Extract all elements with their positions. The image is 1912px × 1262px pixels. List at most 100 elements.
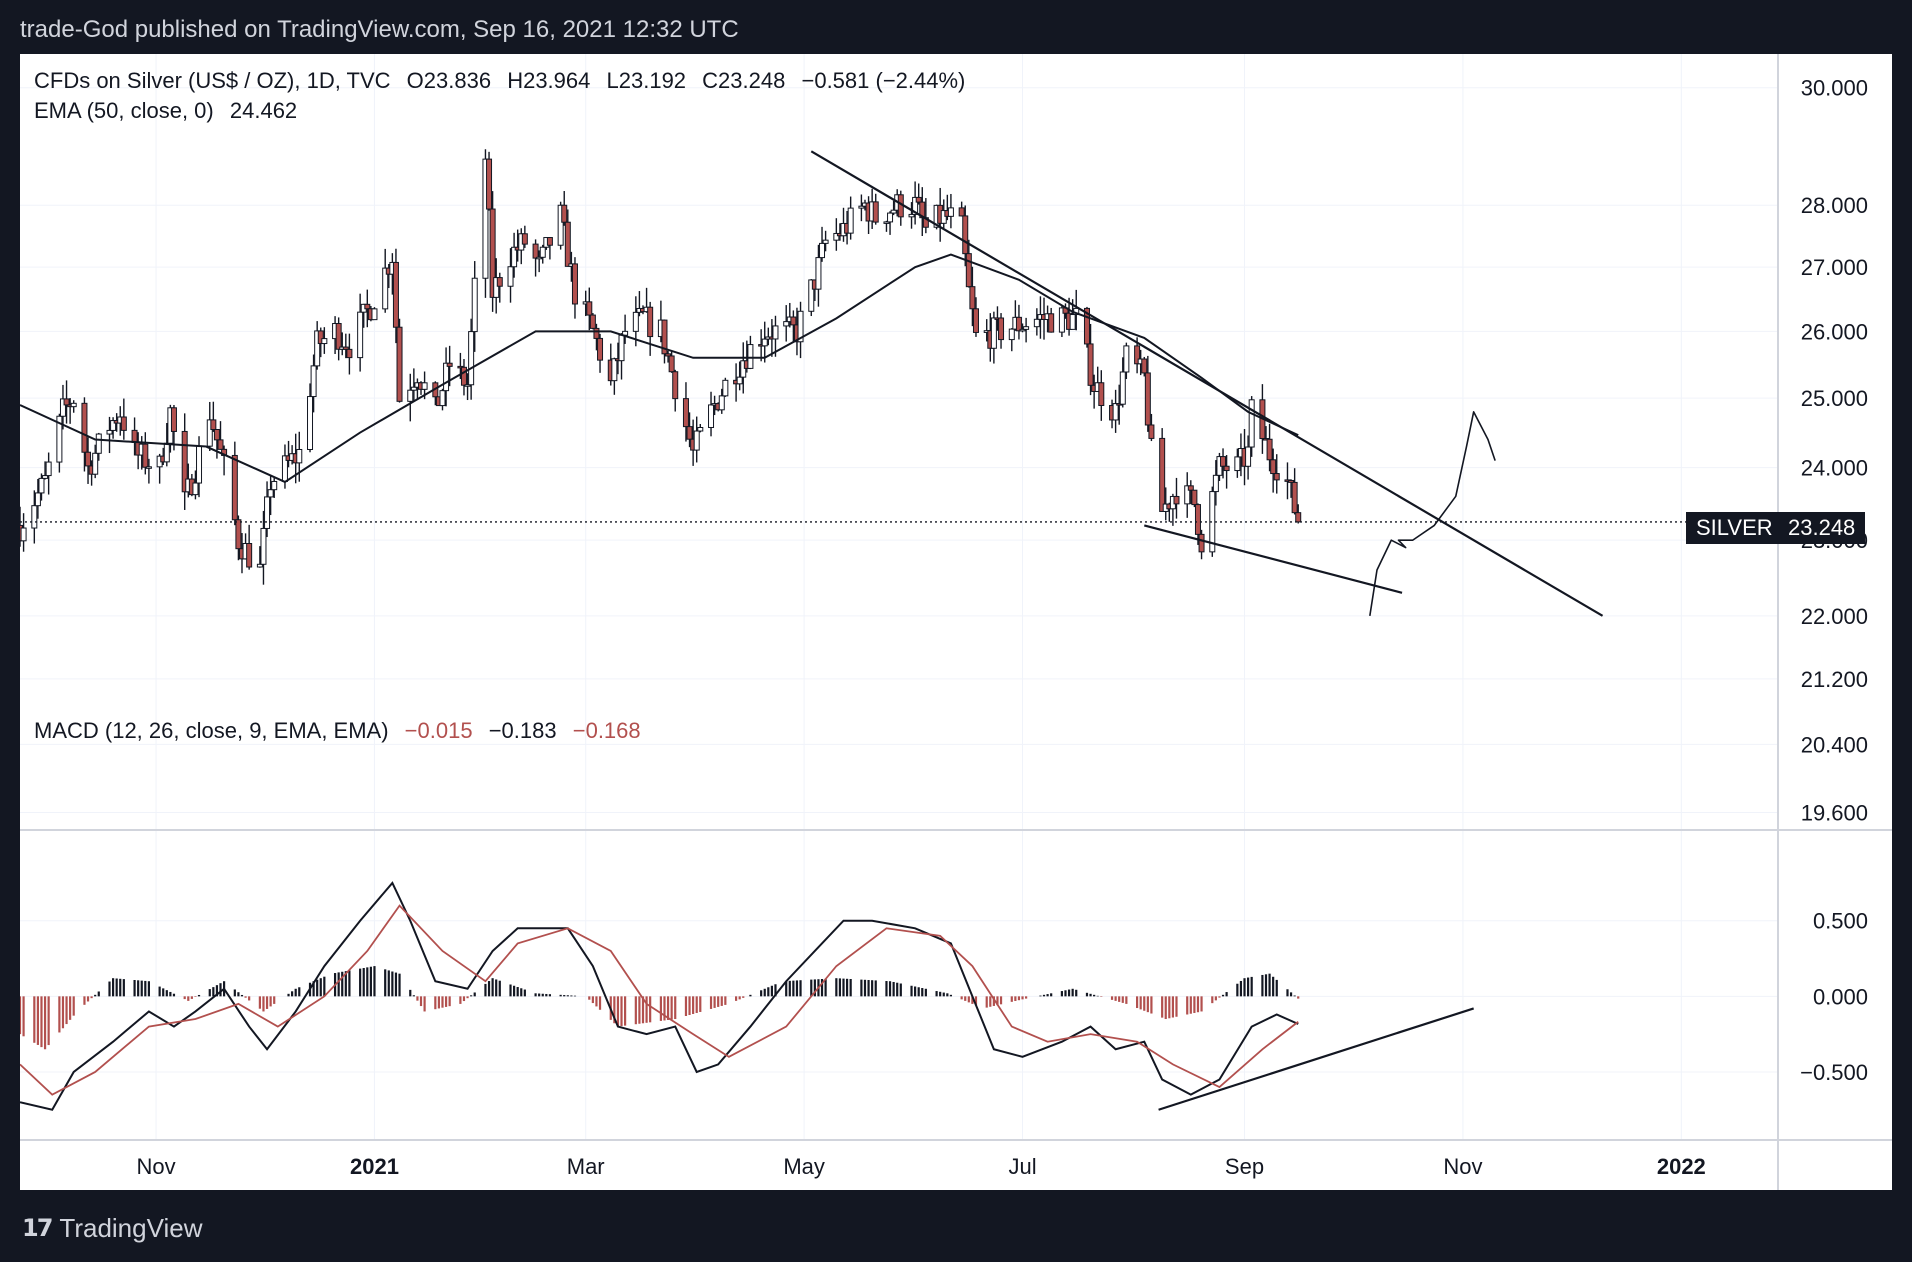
time-tick-label: May bbox=[783, 1154, 825, 1179]
candle-body bbox=[740, 360, 747, 378]
candle-body bbox=[131, 429, 138, 443]
price-badge-label: SILVER bbox=[1686, 512, 1785, 544]
macd-legend: MACD (12, 26, close, 9, EMA, EMA) −0.015… bbox=[34, 718, 651, 744]
candle-body bbox=[307, 396, 314, 450]
price-tick-label: 20.400 bbox=[1801, 732, 1868, 757]
candle-body bbox=[761, 338, 768, 347]
candle-body bbox=[521, 233, 528, 245]
candle-body bbox=[95, 433, 102, 454]
candle-body bbox=[1173, 495, 1180, 505]
candle-body bbox=[564, 221, 571, 267]
candle-body bbox=[557, 204, 564, 246]
candle-body bbox=[264, 496, 271, 529]
candle-body bbox=[120, 416, 127, 431]
candle-body bbox=[1245, 446, 1252, 467]
candle-body bbox=[410, 386, 417, 391]
candle-body bbox=[1187, 485, 1194, 491]
grid bbox=[20, 54, 1778, 1140]
candle-body bbox=[819, 242, 826, 259]
candle-body bbox=[1123, 345, 1130, 373]
candle-body bbox=[443, 362, 450, 392]
candle-body bbox=[85, 451, 92, 467]
candle-body bbox=[589, 314, 596, 329]
candle-body bbox=[460, 366, 467, 386]
symbol-legend: CFDs on Silver (US$ / OZ), 1D, TVC O23.8… bbox=[34, 68, 975, 94]
candle-body bbox=[1291, 481, 1298, 514]
candle-body bbox=[489, 208, 496, 298]
candle-body bbox=[206, 419, 213, 447]
ema-line bbox=[20, 253, 1299, 484]
candle-body bbox=[392, 261, 399, 328]
candle-body bbox=[532, 243, 539, 259]
chart-canvas[interactable]: 30.00028.00027.00026.00025.00024.00023.0… bbox=[20, 54, 1892, 1190]
legend-high: H23.964 bbox=[507, 68, 591, 93]
candle-body bbox=[396, 326, 403, 402]
time-tick-label: Jul bbox=[1008, 1154, 1036, 1179]
candle-body bbox=[34, 492, 41, 507]
candle-body bbox=[496, 277, 503, 287]
candle-body bbox=[314, 330, 321, 367]
price-tick-label: 27.000 bbox=[1801, 255, 1868, 280]
tradingview-logo[interactable]: 17 TradingView bbox=[22, 1208, 202, 1248]
candle-body bbox=[858, 205, 865, 209]
candle-body bbox=[1098, 382, 1105, 406]
candle-body bbox=[947, 207, 954, 217]
candle-body bbox=[267, 489, 274, 498]
candle-body bbox=[1058, 307, 1065, 333]
time-tick-label: Sep bbox=[1225, 1154, 1264, 1179]
candle-body bbox=[1008, 328, 1015, 341]
macd-line bbox=[20, 881, 1299, 1111]
candle-body bbox=[1220, 456, 1227, 467]
candle-body bbox=[772, 325, 779, 340]
candle-body bbox=[1194, 504, 1201, 535]
macd-support-trendline bbox=[1158, 1007, 1474, 1111]
candle-body bbox=[661, 319, 668, 355]
chart-panel[interactable]: 30.00028.00027.00026.00025.00024.00023.0… bbox=[20, 54, 1892, 1190]
macd-tick-label: −0.500 bbox=[1800, 1060, 1868, 1085]
candle-body bbox=[260, 527, 267, 565]
legend-low: L23.192 bbox=[606, 68, 687, 93]
candle-body bbox=[668, 355, 675, 373]
candle-body bbox=[468, 331, 475, 386]
candle-body bbox=[382, 267, 389, 310]
candle-body bbox=[482, 158, 489, 279]
candle-body bbox=[317, 330, 324, 345]
candle-body bbox=[665, 353, 672, 357]
candle-body bbox=[561, 204, 568, 223]
candle-body bbox=[1248, 399, 1255, 448]
price-badge-value: 23.248 bbox=[1778, 512, 1866, 544]
candle-body bbox=[235, 519, 242, 550]
candle-body bbox=[1112, 403, 1119, 421]
candle-body bbox=[56, 415, 63, 463]
price-tick-label: 24.000 bbox=[1801, 456, 1868, 481]
candle-body bbox=[890, 209, 897, 214]
candle-body bbox=[81, 402, 88, 453]
legend-macd: MACD (12, 26, close, 9, EMA, EMA) bbox=[34, 718, 389, 743]
macd-pane bbox=[20, 881, 1474, 1111]
price-tick-label: 21.200 bbox=[1801, 667, 1868, 692]
candle-body bbox=[998, 317, 1005, 341]
candle-body bbox=[990, 317, 997, 349]
candle-body bbox=[647, 306, 654, 338]
candle-body bbox=[815, 257, 822, 290]
candle-body bbox=[335, 323, 342, 350]
candle-body bbox=[271, 480, 278, 491]
candle-body bbox=[142, 443, 149, 468]
candle-body bbox=[20, 527, 27, 542]
macd-tick-label: 0.500 bbox=[1813, 909, 1868, 934]
candle-body bbox=[847, 207, 854, 234]
candle-body bbox=[722, 379, 729, 397]
candle-body bbox=[231, 454, 238, 521]
legend-change: −0.581 (−2.44%) bbox=[801, 68, 966, 93]
candle-body bbox=[1295, 512, 1302, 523]
candle-body bbox=[1134, 345, 1141, 365]
candle-body bbox=[1184, 485, 1191, 505]
candle-body bbox=[45, 461, 52, 477]
candle-body bbox=[586, 301, 593, 316]
candle-body bbox=[962, 215, 969, 255]
upper-trendline bbox=[810, 150, 1604, 617]
price-tick-label: 25.000 bbox=[1801, 386, 1868, 411]
lower-trendline bbox=[1143, 524, 1403, 594]
candle-body bbox=[969, 286, 976, 310]
candle-body bbox=[908, 213, 915, 218]
